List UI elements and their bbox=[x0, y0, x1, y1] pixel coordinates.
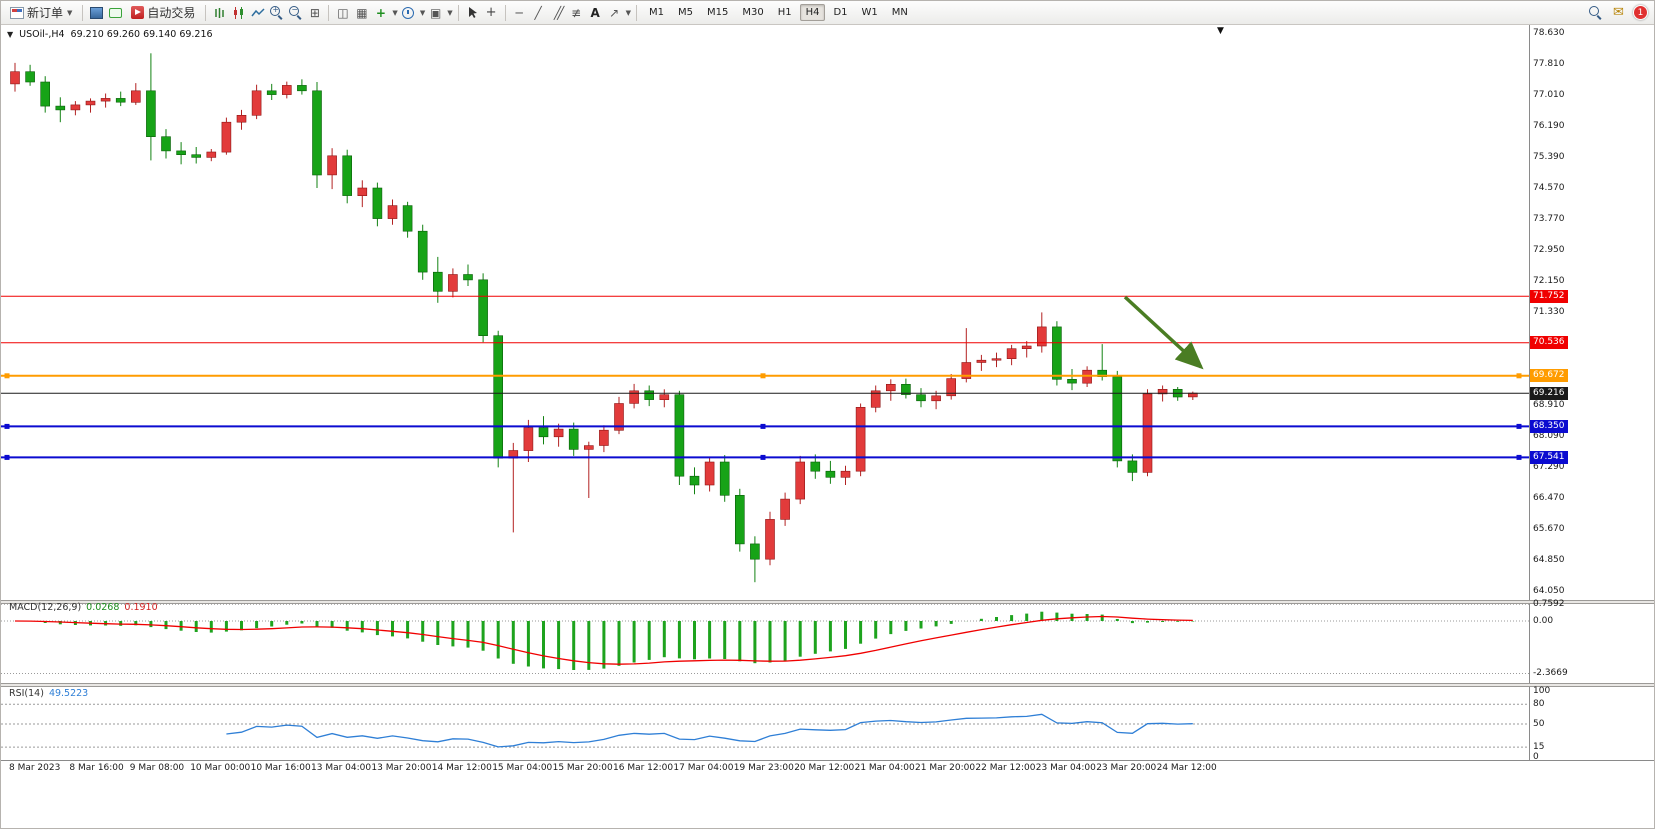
add-indicator-icon[interactable]: + bbox=[375, 5, 386, 20]
mail-icon[interactable]: ✉ bbox=[1613, 5, 1624, 20]
line-chart-icon[interactable] bbox=[249, 5, 266, 21]
chat-icon[interactable] bbox=[107, 5, 124, 21]
cursor-icon[interactable] bbox=[464, 5, 481, 21]
macd-histogram bbox=[28, 611, 1195, 670]
market-watch-icon[interactable] bbox=[88, 5, 105, 21]
new-order-icon bbox=[10, 6, 24, 19]
hline-69.672[interactable] bbox=[1, 373, 1529, 379]
macd-label: MACD(12,26,9) bbox=[9, 602, 82, 613]
time-axis[interactable] bbox=[1, 760, 1654, 780]
toolbar-separator bbox=[457, 4, 459, 21]
period-clock-icon[interactable] bbox=[400, 5, 417, 21]
auto-trading-label: 自动交易 bbox=[147, 6, 196, 20]
chevron-down-icon[interactable]: ▼ bbox=[447, 8, 453, 17]
rsi-panel[interactable] bbox=[1, 687, 1529, 760]
grid-icon[interactable]: ⊞ bbox=[309, 5, 320, 20]
timeframe-MN[interactable]: MN bbox=[891, 7, 908, 18]
chevron-down-icon[interactable]: ▼ bbox=[392, 8, 398, 17]
chevron-down-icon[interactable]: ▼ bbox=[625, 8, 631, 17]
zoom-in-icon[interactable]: + bbox=[268, 5, 285, 21]
chart-ohlc-quote: 69.210 69.260 69.140 69.216 bbox=[70, 29, 213, 40]
rsi-label-row: RSI(14) 49.5223 bbox=[9, 688, 88, 699]
timeframe-toolbar: M1 M5 M15 M30 H1 H4 D1 W1 MN bbox=[642, 4, 915, 21]
toolbar-separator bbox=[635, 4, 637, 21]
rsi-value: 49.5223 bbox=[48, 688, 89, 699]
rsi-label: RSI(14) bbox=[9, 688, 44, 699]
panel-splitter[interactable] bbox=[1, 683, 1654, 687]
chevron-down-icon: ▼ bbox=[67, 8, 73, 17]
zoom-out-icon[interactable]: − bbox=[287, 5, 304, 21]
chevron-down-icon[interactable]: ▼ bbox=[419, 8, 426, 17]
auto-trading-icon bbox=[131, 6, 145, 19]
chart-header: ▼ USOil-,H4 69.210 69.260 69.140 69.216 bbox=[7, 29, 213, 40]
new-order-button[interactable]: 新订单 ▼ bbox=[5, 2, 77, 23]
hline-68.350[interactable] bbox=[1, 423, 1529, 429]
price-axis[interactable] bbox=[1529, 25, 1654, 760]
timeframe-H1[interactable]: H1 bbox=[777, 7, 792, 18]
candlestick-chart-icon[interactable] bbox=[230, 5, 247, 21]
tile-windows-icon[interactable]: ◫ bbox=[337, 5, 349, 20]
macd-panel[interactable] bbox=[1, 604, 1529, 683]
rsi-line bbox=[226, 713, 1193, 748]
crosshair-icon[interactable]: + bbox=[485, 5, 497, 20]
timeframe-H4[interactable]: H4 bbox=[799, 4, 826, 21]
new-order-label: 新订单 bbox=[27, 6, 64, 20]
search-icon[interactable] bbox=[1587, 5, 1604, 21]
toolbar-separator bbox=[328, 4, 330, 21]
hline-tool-icon[interactable]: ─ bbox=[515, 5, 523, 20]
chart-shift-marker[interactable]: ▼ bbox=[1217, 26, 1224, 36]
macd-label-row: MACD(12,26,9) 0.0268 0.1910 bbox=[9, 602, 158, 613]
macd-main-value: 0.0268 bbox=[86, 602, 120, 613]
channel-tool-icon[interactable]: ╱╱ bbox=[553, 5, 564, 20]
timeframe-W1[interactable]: W1 bbox=[861, 7, 878, 18]
toolbar-separator bbox=[205, 4, 207, 21]
macd-signal-value: 0.1910 bbox=[124, 602, 158, 613]
timeframe-D1[interactable]: D1 bbox=[833, 7, 848, 18]
timeframe-M30[interactable]: M30 bbox=[742, 7, 764, 18]
candlesticks bbox=[10, 53, 1198, 583]
notification-badge[interactable]: 1 bbox=[1633, 5, 1648, 20]
timeframe-M1[interactable]: M1 bbox=[648, 7, 664, 18]
toolbar-separator bbox=[82, 4, 84, 21]
panel-splitter[interactable] bbox=[1, 600, 1654, 604]
toolbar-right-group: ✉ 1 bbox=[1587, 5, 1650, 21]
ohlc-bars-icon[interactable] bbox=[211, 5, 228, 21]
fibonacci-tool-icon[interactable]: ≢ bbox=[571, 5, 582, 20]
chart-template-icon[interactable]: ▣ bbox=[430, 5, 442, 20]
hline-67.541[interactable] bbox=[1, 454, 1529, 460]
chart-symbol-period: USOil-,H4 bbox=[19, 29, 65, 40]
arrows-tool-icon[interactable]: ↗ bbox=[609, 5, 620, 20]
toolbar: 新订单 ▼ 自动交易 + − ⊞ ◫ ▦ + ▼ ▼ ▣ ▼ + ─ ╱ ╱╱ … bbox=[1, 1, 1654, 25]
main-chart[interactable] bbox=[1, 25, 1529, 600]
auto-trading-button[interactable]: 自动交易 bbox=[126, 2, 200, 23]
timeframe-M15[interactable]: M15 bbox=[706, 7, 729, 18]
cascade-windows-icon[interactable]: ▦ bbox=[356, 5, 368, 20]
timeframe-M5[interactable]: M5 bbox=[677, 7, 693, 18]
toolbar-separator bbox=[504, 4, 506, 21]
text-tool-icon[interactable]: A bbox=[590, 5, 600, 20]
macd-signal-line bbox=[14, 615, 1193, 665]
trendline-tool-icon[interactable]: ╱ bbox=[534, 5, 542, 20]
trend-arrow-annotation[interactable] bbox=[1123, 295, 1204, 370]
one-click-trading-toggle[interactable]: ▼ bbox=[7, 30, 14, 39]
